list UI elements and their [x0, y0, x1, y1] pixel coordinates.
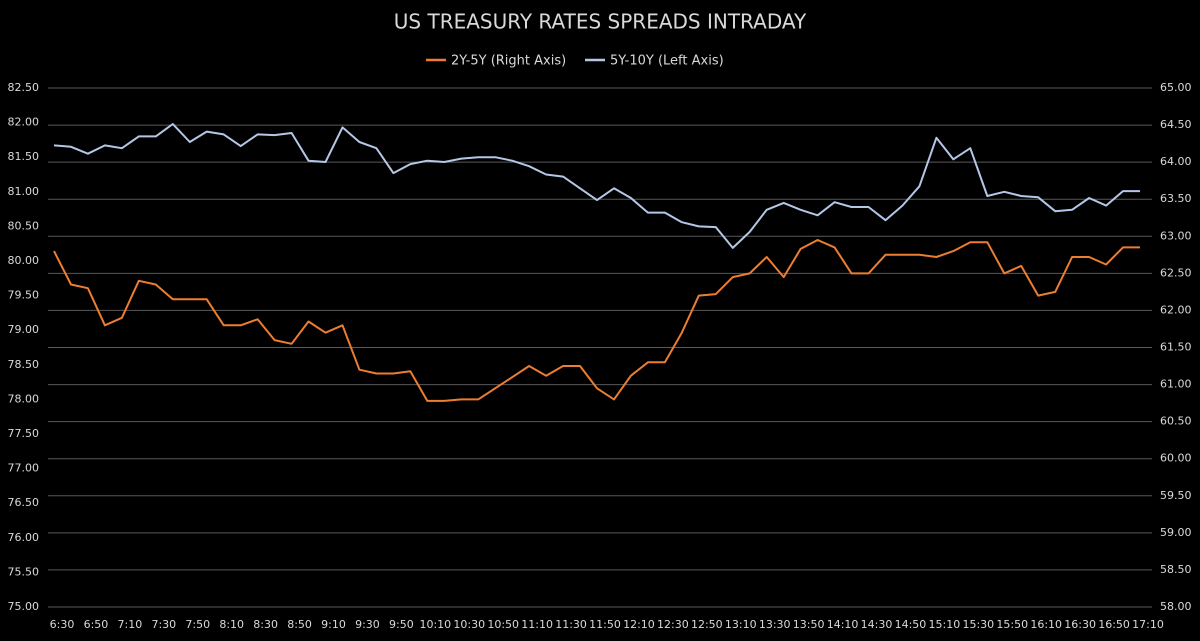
x-tick-label: 9:50	[389, 618, 414, 631]
y2-tick-label: 64.50	[1160, 118, 1192, 131]
y2-tick-label: 62.00	[1160, 303, 1192, 316]
y-tick-label: 82.00	[8, 116, 40, 129]
y-tick-label: 81.50	[8, 150, 40, 163]
y2-tick-label: 63.00	[1160, 229, 1192, 242]
x-tick-label: 10:10	[419, 618, 451, 631]
y2-tick-label: 58.00	[1160, 600, 1192, 613]
x-tick-label: 14:50	[895, 618, 927, 631]
x-tick-label: 13:30	[759, 618, 791, 631]
x-tick-label: 7:30	[151, 618, 176, 631]
legend-label: 5Y-10Y (Left Axis)	[610, 54, 724, 69]
x-tick-label: 14:30	[861, 618, 893, 631]
y-tick-label: 76.50	[8, 496, 40, 509]
x-tick-label: 6:30	[50, 618, 75, 631]
y2-tick-label: 64.00	[1160, 155, 1192, 168]
y-tick-label: 77.50	[8, 427, 40, 440]
x-tick-label: 15:50	[996, 618, 1028, 631]
x-tick-label: 10:50	[487, 618, 519, 631]
y-tick-label: 75.00	[8, 600, 40, 613]
y2-tick-label: 61.00	[1160, 378, 1192, 391]
y-tick-label: 82.50	[8, 81, 40, 94]
x-tick-label: 12:30	[657, 618, 689, 631]
x-tick-label: 16:50	[1098, 618, 1130, 631]
x-tick-label: 8:50	[287, 618, 312, 631]
series-line	[53, 239, 1140, 402]
y2-tick-label: 60.50	[1160, 415, 1192, 428]
x-tick-label: 11:10	[521, 618, 553, 631]
x-tick-label: 12:10	[623, 618, 655, 631]
y-tick-label: 80.00	[8, 254, 40, 267]
x-tick-label: 17:10	[1132, 618, 1164, 631]
x-tick-label: 7:10	[118, 618, 143, 631]
series-line	[53, 123, 1140, 249]
x-tick-label: 8:10	[219, 618, 244, 631]
x-tick-label: 8:30	[253, 618, 278, 631]
x-tick-label: 7:50	[185, 618, 210, 631]
x-tick-label: 13:10	[725, 618, 757, 631]
y2-tick-label: 59.00	[1160, 526, 1192, 539]
y-tick-label: 76.00	[8, 531, 40, 544]
x-tick-label: 6:50	[84, 618, 109, 631]
y2-tick-label: 62.50	[1160, 266, 1192, 279]
chart-title: US TREASURY RATES SPREADS INTRADAY	[394, 10, 807, 34]
x-tick-label: 9:30	[355, 618, 380, 631]
y-tick-label: 80.50	[8, 219, 40, 232]
y-tick-label: 79.50	[8, 289, 40, 302]
y2-tick-label: 59.50	[1160, 489, 1192, 502]
x-tick-label: 15:10	[929, 618, 961, 631]
x-tick-label: 12:50	[691, 618, 723, 631]
y-tick-label: 78.00	[8, 392, 40, 405]
x-tick-label: 16:10	[1030, 618, 1062, 631]
x-tick-label: 15:30	[962, 618, 994, 631]
y-tick-label: 79.00	[8, 323, 40, 336]
x-tick-label: 16:30	[1064, 618, 1096, 631]
y2-tick-label: 63.50	[1160, 192, 1192, 205]
x-tick-label: 9:10	[321, 618, 346, 631]
legend-label: 2Y-5Y (Right Axis)	[451, 54, 566, 69]
x-tick-label: 11:50	[589, 618, 621, 631]
y2-tick-label: 65.00	[1160, 81, 1192, 94]
y2-tick-label: 58.50	[1160, 563, 1192, 576]
y2-tick-label: 61.50	[1160, 341, 1192, 354]
y-tick-label: 81.00	[8, 185, 40, 198]
y-tick-label: 75.50	[8, 565, 40, 578]
x-tick-label: 13:50	[793, 618, 825, 631]
x-tick-label: 10:30	[453, 618, 485, 631]
x-tick-label: 14:10	[827, 618, 859, 631]
x-tick-label: 11:30	[555, 618, 587, 631]
y2-tick-label: 60.00	[1160, 452, 1192, 465]
y-tick-label: 77.00	[8, 462, 40, 475]
y-tick-label: 78.50	[8, 358, 40, 371]
